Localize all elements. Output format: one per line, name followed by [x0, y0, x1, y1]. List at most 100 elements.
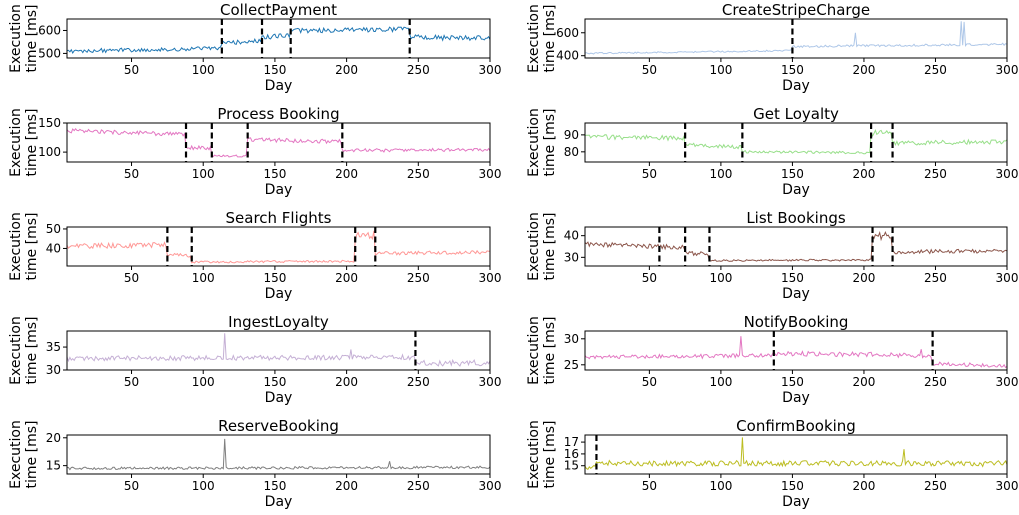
x-tick-label: 50: [642, 271, 657, 285]
y-axis-label: time [ms]: [24, 421, 40, 489]
x-tick-label: 200: [852, 479, 875, 493]
x-axis-label: Day: [265, 390, 293, 406]
y-tick-label: 600: [556, 26, 579, 40]
subplot-reservebooking: 50 100 150 200 250 300 15 20 ReserveBooking Day Ex…: [8, 417, 501, 510]
x-tick-label: 100: [709, 271, 732, 285]
y-tick-label: 400: [556, 49, 579, 63]
x-tick-label: 100: [709, 375, 732, 389]
x-tick-label: 100: [192, 167, 215, 181]
x-tick-label: 200: [852, 167, 875, 181]
series-line: [66, 333, 491, 367]
x-axis-label: Day: [782, 182, 810, 198]
y-axis-label: time [ms]: [542, 317, 558, 385]
y-tick-label: 20: [46, 431, 61, 445]
x-tick-label: 50: [642, 375, 657, 389]
axes-frame: [584, 226, 1008, 267]
y-axis-label: Execution: [526, 316, 542, 385]
axes-frame: [66, 434, 491, 475]
x-tick-label: 250: [924, 375, 947, 389]
subplot-title: ReserveBooking: [218, 417, 339, 435]
x-axis-label: Day: [265, 182, 293, 198]
y-tick-label: 15: [46, 459, 61, 473]
subplot-title: NotifyBooking: [744, 313, 849, 331]
series-line: [584, 230, 1008, 262]
axes-frame: [66, 226, 491, 267]
y-tick-label: 30: [564, 250, 579, 264]
x-tick-label: 300: [479, 167, 502, 181]
x-tick-label: 150: [781, 167, 804, 181]
subplot-title: Search Flights: [226, 209, 332, 227]
x-axis-label: Day: [782, 78, 810, 94]
x-tick-label: 250: [407, 167, 430, 181]
x-tick-label: 250: [924, 479, 947, 493]
x-tick-label: 300: [479, 271, 502, 285]
y-axis-label: Execution: [526, 212, 542, 281]
x-tick-label: 200: [852, 271, 875, 285]
x-tick-label: 250: [924, 271, 947, 285]
subplot-title: CollectPayment: [220, 1, 337, 19]
x-tick-label: 50: [124, 271, 139, 285]
x-tick-label: 100: [709, 479, 732, 493]
x-tick-label: 250: [407, 271, 430, 285]
y-tick-label: 50: [46, 222, 61, 236]
y-tick-label: 16: [564, 447, 579, 461]
x-tick-label: 150: [263, 479, 286, 493]
y-axis-label: Execution: [526, 108, 542, 177]
y-tick-label: 25: [564, 358, 579, 372]
x-tick-label: 200: [852, 63, 875, 77]
x-tick-label: 50: [124, 167, 139, 181]
series-line: [66, 438, 491, 471]
x-tick-label: 100: [192, 63, 215, 77]
x-tick-label: 150: [263, 271, 286, 285]
y-axis-label: time [ms]: [542, 109, 558, 177]
y-axis-label: Execution: [8, 316, 24, 385]
subplot-title: Get Loyalty: [753, 105, 839, 123]
subplot-title: Process Booking: [217, 105, 339, 123]
y-tick-label: 80: [564, 145, 579, 159]
x-tick-label: 200: [335, 63, 358, 77]
x-tick-label: 250: [407, 63, 430, 77]
x-tick-label: 50: [124, 479, 139, 493]
y-axis-label: time [ms]: [24, 109, 40, 177]
x-tick-label: 150: [781, 479, 804, 493]
subplot-createstripecharge: 50 100 150 200 250 300 400 600 CreateStripeCharg…: [526, 1, 1018, 94]
x-tick-label: 50: [124, 63, 139, 77]
y-tick-label: 35: [46, 340, 61, 354]
x-tick-label: 300: [996, 271, 1019, 285]
subplot-title: CreateStripeCharge: [722, 1, 870, 19]
y-axis-label: Execution: [526, 4, 542, 73]
x-tick-label: 150: [263, 167, 286, 181]
subplot-process-booking: 50 100 150 200 250 300 100 150 Process Booking Da…: [8, 105, 501, 198]
y-axis-label: time [ms]: [24, 5, 40, 73]
x-tick-label: 250: [924, 167, 947, 181]
subplot-notifybooking: 50 100 150 200 250 300 25 30 NotifyBooking Day Exe…: [526, 313, 1018, 406]
subplot-collectpayment: 50 100 150 200 250 300 500 600 CollectPayment Day…: [8, 1, 501, 94]
x-axis-label: Day: [782, 494, 810, 510]
x-tick-label: 100: [709, 167, 732, 181]
x-tick-label: 200: [852, 375, 875, 389]
axes-frame: [66, 330, 491, 371]
y-tick-label: 15: [564, 459, 579, 473]
y-axis-label: Execution: [8, 212, 24, 281]
x-tick-label: 300: [479, 63, 502, 77]
subplot-list-bookings: 50 100 150 200 250 300 30 40 List Bookings Day Exe…: [526, 209, 1018, 302]
series-line: [66, 26, 491, 55]
y-tick-label: 30: [564, 332, 579, 346]
x-tick-label: 100: [709, 63, 732, 77]
x-tick-label: 150: [263, 63, 286, 77]
y-tick-label: 500: [38, 46, 61, 60]
x-tick-label: 250: [407, 479, 430, 493]
axes-frame: [66, 18, 491, 59]
y-tick-label: 17: [564, 435, 579, 449]
subplot-search-flights: 50 100 150 200 250 300 40 50 Search Flights Day Ex…: [8, 209, 501, 302]
axes-frame: [584, 18, 1008, 59]
y-tick-label: 40: [46, 241, 61, 255]
x-axis-label: Day: [782, 390, 810, 406]
x-tick-label: 150: [781, 271, 804, 285]
y-tick-label: 100: [38, 145, 61, 159]
y-tick-label: 30: [46, 363, 61, 377]
x-axis-label: Day: [782, 286, 810, 302]
x-tick-label: 50: [124, 375, 139, 389]
